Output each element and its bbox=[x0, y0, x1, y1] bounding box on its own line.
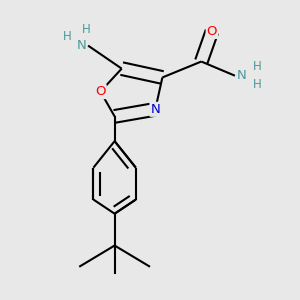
Text: N: N bbox=[150, 103, 160, 116]
Text: N: N bbox=[76, 39, 86, 52]
Text: H: H bbox=[253, 60, 261, 73]
Text: H: H bbox=[82, 23, 91, 36]
Text: O: O bbox=[207, 25, 217, 38]
Text: H: H bbox=[253, 78, 261, 91]
Text: O: O bbox=[95, 85, 106, 98]
Text: H: H bbox=[63, 30, 72, 43]
Text: N: N bbox=[237, 69, 246, 82]
